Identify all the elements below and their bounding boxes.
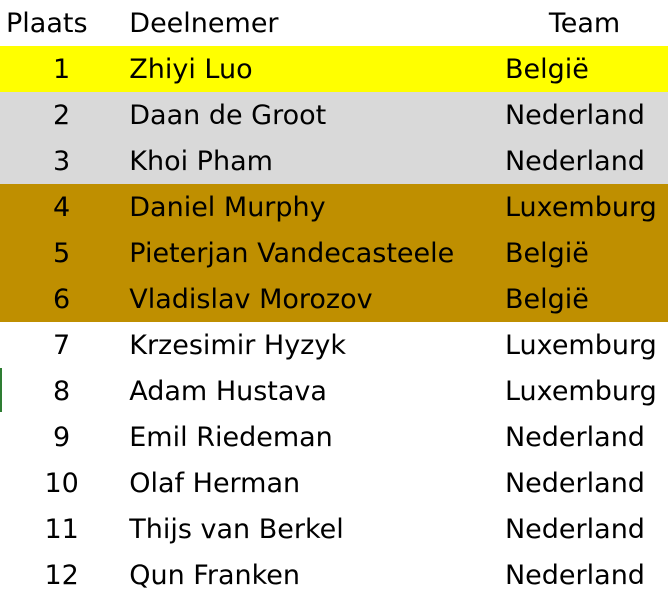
place-cell[interactable]: 5: [53, 237, 71, 269]
table-row: 9 Emil Riedeman Nederland: [0, 414, 668, 460]
place-cell[interactable]: 10: [44, 467, 79, 499]
place-cell[interactable]: 12: [44, 559, 79, 591]
place-cell[interactable]: 4: [53, 191, 71, 223]
team-cell[interactable]: Nederland: [504, 467, 645, 499]
participant-cell[interactable]: Krzesimir Hyzyk: [129, 329, 346, 361]
header-place[interactable]: Plaats: [6, 7, 88, 39]
team-cell[interactable]: Luxemburg: [504, 329, 657, 361]
team-cell[interactable]: Nederland: [504, 99, 645, 131]
participant-cell[interactable]: Qun Franken: [129, 559, 301, 591]
participant-cell[interactable]: Zhiyi Luo: [129, 53, 253, 85]
header-participant[interactable]: Deelnemer: [129, 7, 279, 39]
table-row: 1 Zhiyi Luo België: [0, 46, 668, 92]
participant-cell[interactable]: Daniel Murphy: [129, 191, 326, 223]
team-cell[interactable]: Nederland: [504, 145, 645, 177]
table-row: 5 Pieterjan Vandecasteele België: [0, 230, 668, 276]
place-cell[interactable]: 1: [53, 53, 71, 85]
team-cell[interactable]: België: [504, 53, 589, 85]
participant-cell[interactable]: Vladislav Morozov: [129, 283, 373, 315]
table-row: 10 Olaf Herman Nederland: [0, 460, 668, 506]
header-team[interactable]: Team: [548, 7, 621, 39]
team-cell[interactable]: België: [504, 237, 589, 269]
team-cell[interactable]: Luxemburg: [504, 191, 657, 223]
participant-cell[interactable]: Khoi Pham: [129, 145, 273, 177]
table-row: 6 Vladislav Morozov België: [0, 276, 668, 322]
team-cell[interactable]: Nederland: [504, 559, 645, 591]
team-cell[interactable]: België: [504, 283, 589, 315]
place-cell[interactable]: 9: [53, 421, 71, 453]
participant-cell[interactable]: Pieterjan Vandecasteele: [129, 237, 455, 269]
participant-cell[interactable]: Daan de Groot: [129, 99, 327, 131]
table-row: 11 Thijs van Berkel Nederland: [0, 506, 668, 552]
place-cell[interactable]: 11: [44, 513, 79, 545]
team-cell[interactable]: Nederland: [504, 421, 645, 453]
team-cell[interactable]: Nederland: [504, 513, 645, 545]
participant-cell[interactable]: Thijs van Berkel: [129, 513, 344, 545]
participant-cell[interactable]: Adam Hustava: [129, 375, 327, 407]
place-cell[interactable]: 2: [53, 99, 71, 131]
table-row: 12 Qun Franken Nederland: [0, 552, 668, 598]
place-cell[interactable]: 8: [53, 375, 71, 407]
table-header-row: Plaats Deelnemer Team: [0, 0, 668, 46]
table-row: 7 Krzesimir Hyzyk Luxemburg: [0, 322, 668, 368]
team-cell[interactable]: Luxemburg: [504, 375, 657, 407]
table-row: 8 Adam Hustava Luxemburg: [0, 368, 668, 414]
table-row: 3 Khoi Pham Nederland: [0, 138, 668, 184]
place-cell[interactable]: 7: [53, 329, 71, 361]
participant-cell[interactable]: Olaf Herman: [129, 467, 301, 499]
row-edge-indicator: [0, 368, 2, 412]
table-row: 2 Daan de Groot Nederland: [0, 92, 668, 138]
table-row: 4 Daniel Murphy Luxemburg: [0, 184, 668, 230]
participant-cell[interactable]: Emil Riedeman: [129, 421, 333, 453]
place-cell[interactable]: 3: [53, 145, 71, 177]
place-cell[interactable]: 6: [53, 283, 71, 315]
